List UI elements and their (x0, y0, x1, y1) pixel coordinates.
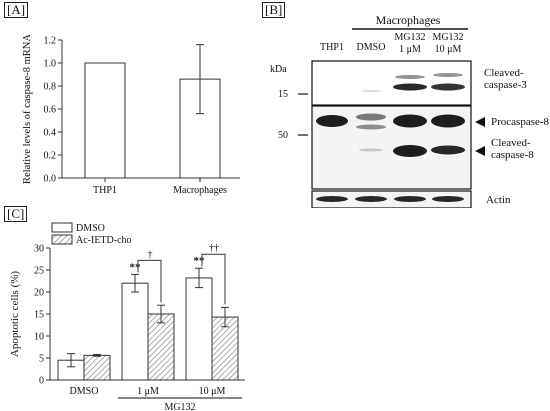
blot-row-label: caspase-3 (484, 79, 527, 91)
blot-band (393, 145, 427, 157)
panel-label-a: [A] (4, 2, 29, 18)
chart-c-bar (121, 282, 149, 381)
chart-a-y-label: Relative levels of caspase-8 mRNA (22, 34, 33, 184)
chart-c-y-tick-label: 10 (34, 332, 44, 343)
chart-c-legend-label: DMSO (76, 223, 105, 234)
blot-band (432, 196, 464, 202)
chart-c-x-tick-label: DMSO (70, 386, 99, 397)
chart-c-y-label: Apoptotic cells (%) (9, 271, 21, 357)
chart-a-y-tick-label: 0.8 (44, 82, 57, 93)
chart-c-y-tick-label: 25 (34, 266, 44, 277)
blot-arrow-icon (475, 146, 485, 156)
chart-c-significance-dagger: † (148, 249, 153, 260)
chart-a-y-tick-label: 0.2 (44, 151, 57, 162)
blot-lane-label: 1 μM (399, 44, 421, 55)
chart-c-y-tick-label: 0 (39, 376, 44, 387)
chart-c-legend-swatch (51, 222, 73, 233)
blot-row-label: Cleaved- (484, 67, 524, 79)
chart-c-bar (147, 313, 175, 381)
blot-band (393, 83, 427, 91)
blot-band (356, 113, 386, 121)
blot-lane-label: DMSO (357, 42, 386, 53)
chart-a-y-tick-label: 0.4 (44, 128, 57, 139)
chart-c-y-tick-label: 20 (34, 288, 44, 299)
blot-arrow-icon (475, 117, 485, 127)
chart-c-y-tick-label: 30 (34, 244, 44, 255)
chart-c-y-tick-label: 5 (39, 354, 44, 365)
chart-a-y-tick-label: 1.0 (44, 59, 57, 70)
blot-band (359, 148, 383, 152)
panel-label-c: [C] (4, 206, 28, 222)
chart-c-significance-star: ** (130, 261, 142, 273)
chart-a-bar (84, 62, 126, 179)
chart-c-group-label: MG132 (164, 402, 195, 411)
panel-label-b: [B] (262, 2, 286, 18)
blot-band (393, 114, 427, 128)
blot-band (316, 115, 348, 127)
chart-c: 0 5 10 15 20 25 30 Apoptotic cells (%) DMSO 1 μM 1… (9, 222, 245, 411)
blot-lane-label: MG132 (394, 32, 425, 43)
blot-band (356, 124, 386, 130)
blot-kda-label: kDa (270, 64, 287, 75)
blot-membrane-actin (311, 190, 472, 208)
blot-marker-label: 15 (278, 89, 288, 100)
blot-band (431, 145, 465, 155)
chart-a-x-tick-label: Macrophages (173, 185, 227, 196)
chart-c-bar (83, 354, 111, 381)
chart-c-significance-bracket (137, 259, 162, 303)
chart-c-bar (211, 316, 239, 381)
blot-lane-label: 10 μM (435, 44, 462, 55)
chart-c-x-tick-label: 10 μM (199, 386, 226, 397)
chart-c-y-tick-label: 15 (34, 310, 44, 321)
chart-c-legend-label: Ac-IETD-cho (76, 235, 132, 246)
chart-a-y-tick-label: 0.6 (44, 105, 57, 116)
blot-band (361, 90, 381, 92)
blot-band (395, 75, 425, 79)
blot-lane-label: MG132 (432, 32, 463, 43)
chart-c-bar (185, 277, 213, 381)
chart-a-y-tick-label: 0.0 (44, 174, 57, 185)
blot-membrane-caspase3 (311, 60, 472, 106)
blot-row-label: Actin (486, 194, 511, 206)
chart-c-significance-dagger: †† (209, 243, 219, 254)
blot-row-label: Cleaved- (491, 137, 531, 149)
blot-band (431, 114, 465, 128)
chart-a: 0.0 0.2 0.4 0.6 0.8 1.0 1.2 Relative levels of … (22, 34, 240, 196)
blot-band (316, 196, 348, 202)
blot-band (433, 73, 463, 77)
chart-c-legend-swatch (51, 234, 73, 245)
blot-band (355, 196, 387, 202)
blot-lane-label: THP1 (320, 42, 344, 53)
blot-band (394, 196, 426, 202)
chart-a-x-tick-label: THP1 (93, 185, 117, 196)
chart-c-significance-star: ** (194, 255, 206, 267)
chart-c-significance-bracket (201, 253, 226, 305)
chart-a-y-tick-label: 1.2 (44, 36, 57, 47)
blot-row-label: caspase-8 (491, 149, 534, 161)
blot-group-label: Macrophages (376, 13, 441, 27)
blot-marker-label: 50 (278, 130, 288, 141)
blot-row-label: Procaspase-8 (491, 116, 550, 128)
chart-c-x-tick-label: 1 μM (137, 386, 159, 397)
blot-band (431, 83, 465, 91)
